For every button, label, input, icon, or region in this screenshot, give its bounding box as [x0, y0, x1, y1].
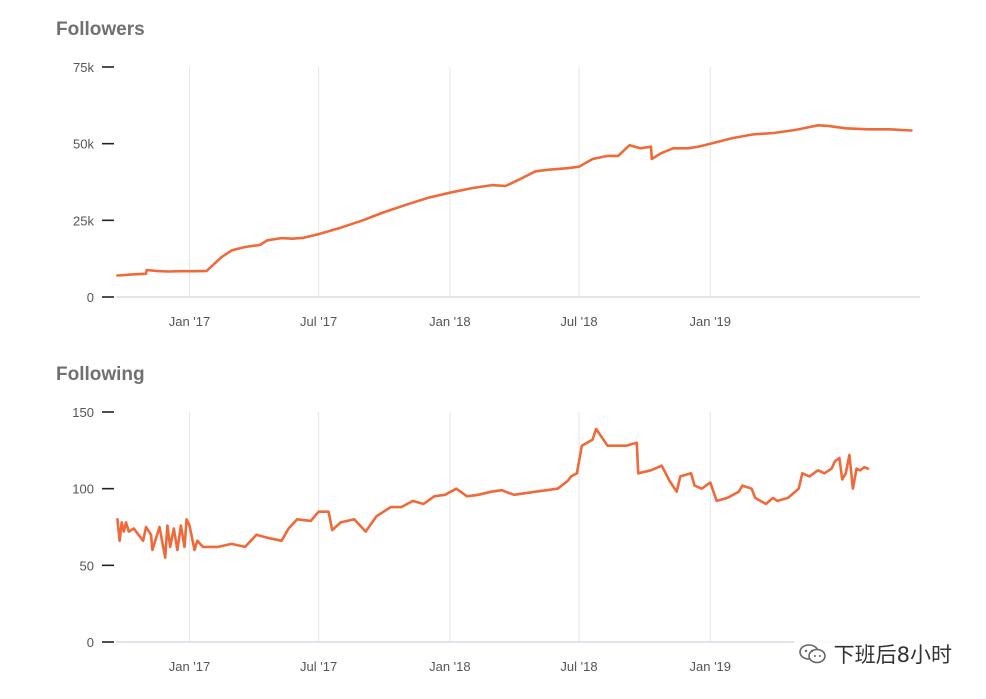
y-tick-label: 0: [87, 635, 94, 650]
y-tick-label: 50k: [73, 137, 94, 152]
y-tick-label: 100: [72, 482, 94, 497]
x-tick-label: Jan '17: [169, 314, 211, 329]
x-tick-label: Jan '18: [429, 314, 471, 329]
x-tick-label: Jul '17: [300, 659, 337, 674]
y-tick-label: 150: [72, 405, 94, 420]
watermark: 下班后8小时: [793, 637, 956, 671]
following-chart: Jan '17 Jul '17 Jan '18 Jul '18 Jan '19 0 50 10…: [72, 405, 920, 674]
followers-chart: Jan '17 Jul '17 Jan '18 Jul '18 Jan '19 0 25k 5…: [73, 60, 920, 329]
x-tick-label: Jan '18: [429, 659, 471, 674]
x-tick-label: Jan '17: [169, 659, 211, 674]
x-tick-label: Jan '19: [690, 314, 732, 329]
series-line: [116, 427, 870, 559]
followers-chart-title: Followers: [56, 19, 145, 40]
x-tick-label: Jul '18: [560, 659, 597, 674]
y-tick-label: 0: [87, 290, 94, 305]
x-tick-label: Jan '19: [690, 659, 732, 674]
series-line: [116, 124, 913, 277]
y-tick-label: 75k: [73, 60, 94, 75]
x-tick-label: Jul '17: [300, 314, 337, 329]
y-tick-label: 25k: [73, 213, 94, 228]
x-tick-label: Jul '18: [560, 314, 597, 329]
following-chart-title: Following: [56, 364, 145, 385]
wechat-icon: [798, 644, 826, 664]
watermark-text: 下班后8小时: [833, 643, 952, 667]
y-tick-label: 50: [80, 558, 94, 573]
